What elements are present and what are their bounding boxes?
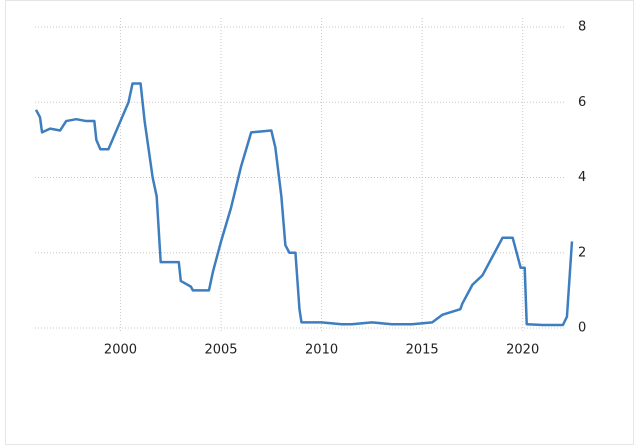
y-tick-label: 6 — [578, 95, 586, 110]
y-tick-label: 8 — [578, 20, 586, 35]
x-tick-label: 2020 — [506, 343, 539, 358]
x-tick-label: 2015 — [406, 343, 439, 358]
y-tick-label: 0 — [578, 321, 586, 336]
x-tick-label: 2005 — [204, 343, 237, 358]
data-line — [34, 82, 574, 327]
x-tick-label: 2000 — [104, 343, 137, 358]
y-tick-label: 2 — [578, 245, 586, 260]
y-tick-label: 4 — [578, 170, 586, 185]
frame — [5, 0, 634, 445]
x-tick-label: 2010 — [305, 343, 338, 358]
